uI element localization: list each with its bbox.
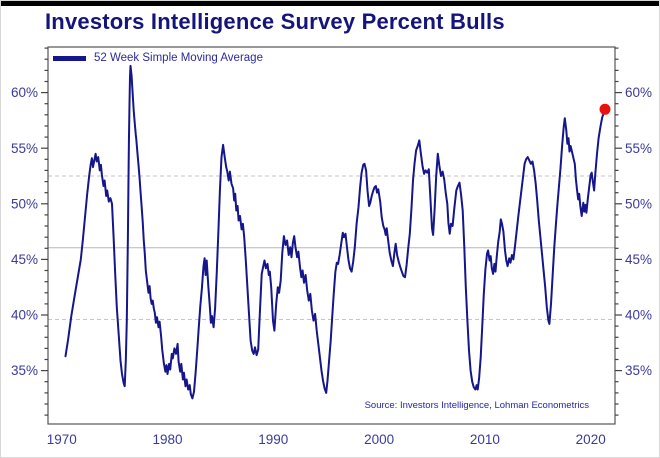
- legend-line-swatch-icon: [53, 55, 86, 61]
- legend: 52 Week Simple Moving Average: [53, 52, 263, 64]
- x-tick-label: 2020: [576, 432, 606, 447]
- sma-line: [64, 64, 606, 400]
- y-tick-label-left: 55%: [11, 141, 38, 156]
- y-tick-label-left: 50%: [11, 196, 38, 211]
- y-tick-label-right: 40%: [625, 308, 652, 323]
- x-tick-label: 1980: [152, 432, 182, 447]
- y-tick-label-right: 60%: [625, 85, 652, 100]
- y-tick-label-right: 50%: [625, 196, 652, 211]
- legend-label: 52 Week Simple Moving Average: [94, 52, 263, 64]
- y-tick-label-right: 55%: [625, 141, 652, 156]
- y-tick-label-left: 35%: [11, 363, 38, 378]
- x-tick-label: 2010: [470, 432, 500, 447]
- source-note: Source: Investors Intelligence, Lohman E…: [364, 400, 589, 411]
- y-tick-label-right: 35%: [625, 363, 652, 378]
- y-tick-label-left: 40%: [11, 308, 38, 323]
- y-axis-ticks: [41, 47, 622, 416]
- x-axis-labels: 1970 1980 1990 2000 2010 2020: [47, 432, 606, 447]
- y-tick-label-right: 45%: [625, 252, 652, 267]
- chart-title: Investors Intelligence Survey Percent Bu…: [45, 9, 505, 34]
- x-tick-label: 1970: [47, 432, 77, 447]
- y-axis-labels: 35% 35% 40% 40% 45% 45% 50% 50% 55% 55% 60% 60%: [11, 85, 652, 378]
- y-tick-label-left: 60%: [11, 85, 38, 100]
- y-tick-label-left: 45%: [11, 252, 38, 267]
- endpoint-dot: [599, 103, 611, 115]
- top-bar: [1, 1, 659, 6]
- x-tick-label: 2000: [364, 432, 394, 447]
- plot-frame: [47, 46, 616, 425]
- x-tick-label: 1990: [258, 432, 288, 447]
